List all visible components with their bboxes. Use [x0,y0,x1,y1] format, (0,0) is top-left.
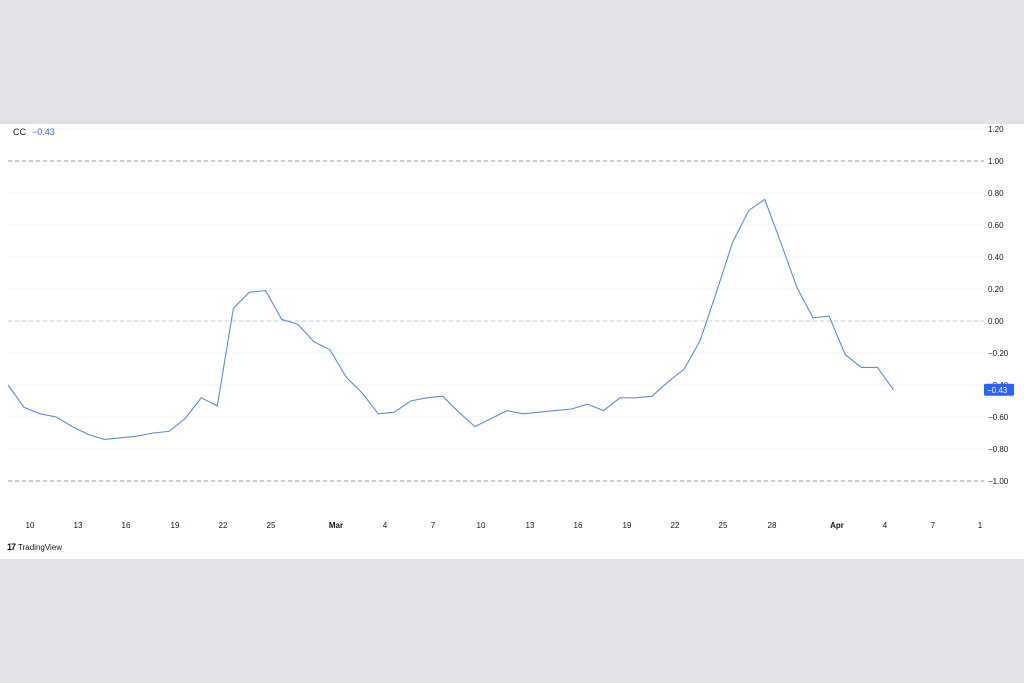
y-tick-label: 0.20 [988,285,1004,294]
tradingview-branding[interactable]: 17 TradingView [7,542,62,552]
y-tick-label: 1.00 [988,157,1004,166]
x-tick-label: Apr [830,521,844,530]
y-axis: 1.201.000.800.600.400.200.00−0.20−0.40−0… [988,125,1009,486]
y-tick-label: 1.20 [988,125,1004,134]
x-tick-label: 4 [883,521,888,530]
x-tick-label: 10 [26,521,35,530]
x-tick-label: 28 [768,521,777,530]
y-tick-label: 0.00 [988,317,1004,326]
y-tick-label: −0.20 [988,349,1009,358]
last-value-badge: −0.43 [984,383,1014,396]
x-tick-label: Mar [329,521,343,530]
x-tick-label: 19 [171,521,180,530]
last-value-label: −0.43 [987,386,1008,395]
x-axis: 10 13 16 19 22 25 Mar 4 7 10 13 16 19 22 25 28 Apr 4 7 1 [26,521,983,530]
grid-lines [8,128,984,482]
x-tick-label: 4 [383,521,388,530]
x-tick-label: 16 [122,521,131,530]
chart-canvas[interactable]: 1.201.000.800.600.400.200.00−0.20−0.40−0… [0,124,1024,559]
y-tick-label: 0.60 [988,221,1004,230]
x-tick-label: 22 [219,521,228,530]
reference-lines [8,160,984,482]
last-value-badge-bg [984,383,1014,396]
y-tick-label: 0.80 [988,189,1004,198]
chart-panel: 1.201.000.800.600.400.200.00−0.20−0.40−0… [0,124,1024,559]
x-tick-label: 25 [267,521,276,530]
y-tick-label: −1.00 [988,477,1009,486]
tradingview-name: TradingView [18,542,63,552]
x-tick-label: 1 [978,521,983,530]
x-tick-label: 25 [719,521,728,530]
x-tick-label: 10 [477,521,486,530]
x-tick-label: 13 [74,521,83,530]
legend-value: −0.43 [32,127,55,137]
legend[interactable]: CC −0.43 [13,127,55,137]
legend-symbol: CC [13,127,26,137]
x-tick-label: 7 [431,521,436,530]
x-tick-label: 16 [574,521,583,530]
y-tick-label: 0.40 [988,253,1004,262]
x-tick-label: 7 [931,521,936,530]
tradingview-logo-icon: 17 [7,542,16,552]
x-tick-label: 19 [623,521,632,530]
series-line [7,198,894,440]
y-tick-label: −0.80 [988,445,1009,454]
x-tick-label: 22 [671,521,680,530]
x-tick-label: 13 [526,521,535,530]
y-tick-label: −0.60 [988,413,1009,422]
